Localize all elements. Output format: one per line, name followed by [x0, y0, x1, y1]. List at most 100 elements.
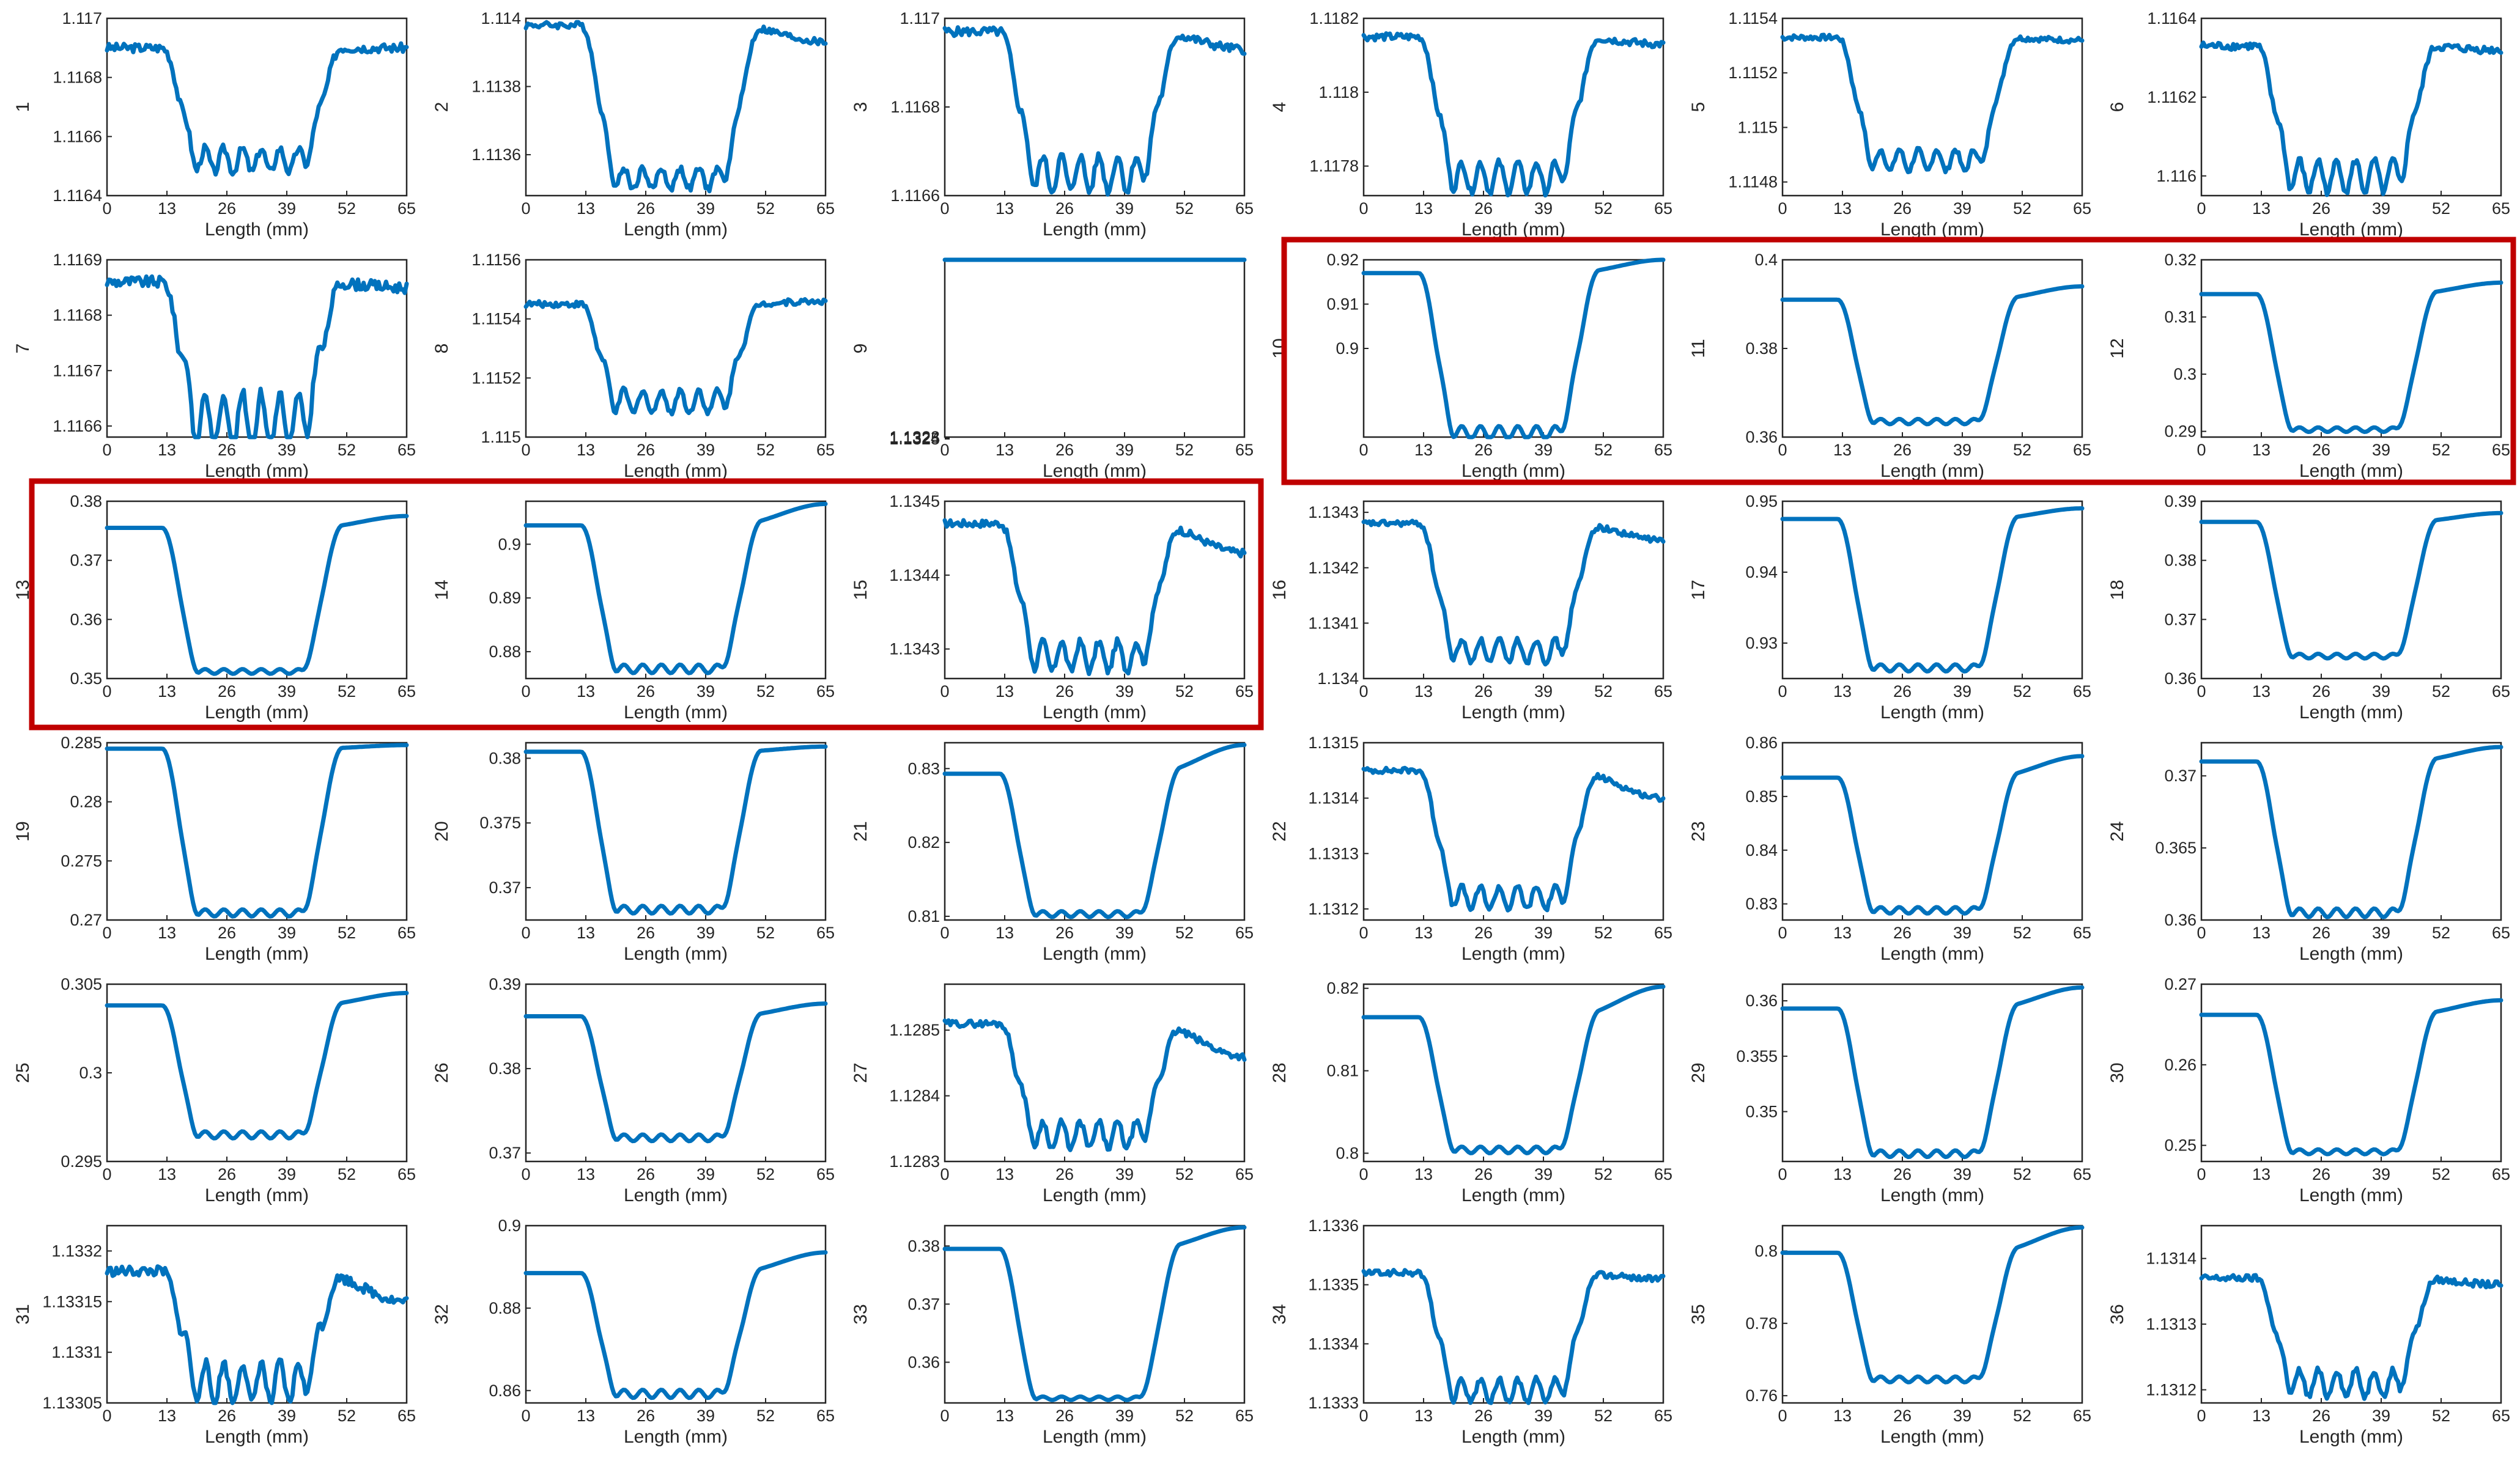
x-tick-label: 13 — [1414, 1407, 1433, 1425]
y-tick-label: 1.1136 — [471, 145, 521, 164]
series-line — [105, 991, 409, 1141]
x-tick-label: 0 — [521, 199, 530, 218]
x-tick-label: 0 — [2197, 441, 2206, 459]
x-tick-label: 65 — [397, 441, 416, 459]
y-tick-label: 0.81 — [1326, 1062, 1359, 1080]
x-tick-label: 26 — [218, 924, 236, 942]
x-tick-label: 0 — [2197, 1407, 2206, 1425]
y-tick-label: 0.39 — [489, 975, 521, 993]
x-axis-label: Length (mm) — [1880, 219, 1984, 240]
axes-frame — [1362, 983, 1665, 1163]
x-tick-label: 39 — [1534, 924, 1553, 942]
y-tick-label: 0.82 — [1326, 979, 1359, 998]
y-tick-label: 0.85 — [1745, 787, 1778, 806]
y-axis-label: 9 — [851, 344, 871, 354]
x-tick-label: 39 — [697, 682, 715, 701]
x-tick-label: 52 — [338, 199, 356, 218]
x-tick-label: 52 — [1175, 924, 1194, 942]
subplot-36: 0 13 26 39 52 65 1.1312 1.1313 1.1314 Length (mm)… — [2107, 1224, 2510, 1447]
subplot-18: 0 13 26 39 52 65 0.36 0.37 0.38 0.39 Length (mm) 18 — [2107, 492, 2510, 723]
y-tick-label: 0.92 — [1326, 251, 1359, 269]
y-tick-label: 1.1166 — [53, 417, 102, 435]
x-axis-label: Length (mm) — [624, 1427, 728, 1447]
y-axis-label: 33 — [851, 1304, 871, 1324]
x-tick-label: 39 — [1534, 1407, 1553, 1425]
y-tick-label: 0.83 — [907, 759, 940, 778]
y-tick-label: 0.86 — [489, 1382, 521, 1400]
y-tick-label: 0.32 — [2164, 251, 2197, 269]
y-tick-label: 1.114 — [481, 9, 521, 28]
axes-frame — [525, 500, 827, 680]
series-line — [523, 1001, 828, 1144]
x-tick-label: 13 — [1833, 441, 1852, 459]
y-tick-label: 1.1312 — [2146, 1381, 2197, 1399]
y-tick-label: 0.38 — [907, 1237, 940, 1255]
x-axis-label: Length (mm) — [2299, 1185, 2403, 1205]
x-tick-label: 26 — [218, 199, 236, 218]
y-tick-label: 0.89 — [489, 589, 521, 607]
x-tick-label: 65 — [2492, 1165, 2510, 1183]
axes-frame — [944, 259, 1246, 438]
x-tick-label: 65 — [397, 1407, 416, 1425]
x-axis-label: Length (mm) — [1880, 1427, 1984, 1447]
y-axis-label: 35 — [1688, 1304, 1709, 1324]
y-tick-label: 0.38 — [1745, 339, 1778, 358]
x-tick-label: 13 — [1833, 1407, 1852, 1425]
y-axis-label: 14 — [432, 580, 452, 600]
x-tick-label: 52 — [2013, 1407, 2031, 1425]
y-axis-label: 22 — [1269, 821, 1290, 841]
subplot-32: 0 13 26 39 52 65 0.86 0.88 0.9 Length (mm) 32 — [432, 1216, 835, 1447]
x-tick-label: 13 — [996, 1407, 1014, 1425]
x-tick-label: 52 — [2013, 1165, 2031, 1183]
axes-frame — [1781, 500, 2083, 680]
y-tick-label: 0.9 — [498, 1216, 521, 1235]
axes-frame — [1781, 17, 2083, 197]
y-tick-label: 0.305 — [61, 975, 102, 993]
series-line — [942, 1018, 1247, 1152]
x-tick-label: 65 — [816, 1165, 835, 1183]
x-axis-label: Length (mm) — [624, 702, 728, 723]
x-tick-label: 39 — [278, 1407, 296, 1425]
subplot-7: 0 13 26 39 52 65 1.1166 1.1167 1.1168 1.1169 Lengt… — [13, 251, 416, 481]
x-tick-label: 26 — [2312, 682, 2330, 701]
x-tick-label: 26 — [637, 1165, 655, 1183]
x-axis-label: Length (mm) — [205, 702, 309, 723]
x-axis-label: Length (mm) — [1880, 702, 1984, 723]
x-axis-label: Length (mm) — [624, 461, 728, 481]
y-axis-label: 24 — [2107, 821, 2127, 841]
series-line — [1780, 985, 2085, 1160]
axes-frame — [525, 1224, 827, 1404]
y-tick-label: 0.86 — [1745, 734, 1778, 752]
x-tick-label: 0 — [521, 682, 530, 701]
y-tick-label: 1.116 — [2156, 167, 2197, 185]
x-tick-label: 39 — [1115, 1165, 1134, 1183]
x-tick-label: 39 — [1534, 441, 1553, 459]
y-tick-label: 1.1167 — [53, 361, 102, 380]
y-axis-label: 19 — [13, 821, 33, 841]
series-line — [1780, 506, 2085, 674]
y-axis-label: 11 — [1688, 339, 1709, 358]
x-tick-label: 0 — [940, 199, 949, 218]
x-tick-label: 65 — [816, 199, 835, 218]
x-tick-label: 13 — [1414, 924, 1433, 942]
x-tick-label: 65 — [816, 441, 835, 459]
x-tick-label: 65 — [397, 682, 416, 701]
x-tick-label: 39 — [1115, 1407, 1134, 1425]
x-tick-label: 26 — [1474, 1165, 1493, 1183]
y-tick-label: 1.1283 — [889, 1152, 940, 1171]
x-tick-label: 39 — [1115, 682, 1134, 701]
x-tick-label: 52 — [1594, 1407, 1613, 1425]
x-tick-label: 0 — [1359, 441, 1368, 459]
axes-frame — [525, 742, 827, 921]
y-tick-label: 1.1154 — [1728, 9, 1778, 28]
y-axis-label: 36 — [2107, 1304, 2127, 1324]
series-line — [1780, 284, 2085, 427]
y-tick-label: 1.115 — [481, 428, 521, 446]
x-tick-label: 52 — [338, 1407, 356, 1425]
x-tick-label: 26 — [2312, 441, 2330, 459]
x-tick-label: 13 — [158, 1407, 176, 1425]
y-tick-label: 0.3 — [79, 1064, 102, 1082]
x-tick-label: 26 — [218, 441, 236, 459]
x-tick-label: 39 — [697, 199, 715, 218]
